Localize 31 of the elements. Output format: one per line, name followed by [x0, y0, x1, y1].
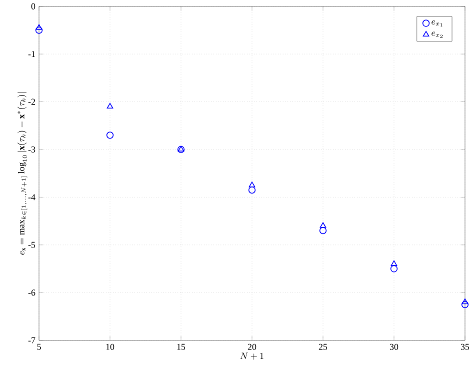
x-tick-label: 20	[248, 344, 256, 350]
y-tick-label: -4	[28, 194, 36, 200]
point	[248, 186, 256, 194]
y-tick-label: -2	[28, 98, 35, 105]
y-tick-label: -1	[28, 50, 35, 57]
point	[35, 26, 43, 34]
legend-label: $e_{x_1}$	[432, 20, 442, 26]
x-tick-label: 35	[460, 344, 470, 350]
point	[390, 265, 398, 272]
x-tick-label: 15	[177, 344, 186, 350]
legend-label: $e_{x_2}$	[432, 32, 443, 38]
y-tick-label: -6	[28, 289, 36, 296]
point	[106, 102, 114, 108]
x-tick-label: 5	[37, 344, 41, 350]
point	[462, 298, 468, 304]
y-tick-label: -5	[28, 242, 36, 248]
x-axis-title: $N+1$	[240, 352, 264, 360]
point	[319, 226, 327, 234]
point	[248, 182, 256, 188]
y-tick-label: -7	[28, 337, 36, 344]
point	[36, 24, 42, 30]
x-tick-label: 30	[390, 344, 398, 350]
y-axis-title: $e_{\mathbf{x}} = \max_{k\in[1,\ldots,N+1]} \log_{10}\left|\mathbf{x}(\tau_k) - \mathbf{x}^{*}(\tau_k)\right|$	[18, 92, 28, 255]
point	[390, 260, 398, 266]
point	[106, 131, 114, 139]
x-tick-label: 25	[318, 344, 328, 350]
point	[320, 222, 326, 228]
y-tick-label: -3	[28, 146, 36, 152]
x-tick-label: 10	[106, 344, 114, 350]
y-tick-label: 0	[31, 3, 36, 10]
point	[461, 300, 469, 308]
